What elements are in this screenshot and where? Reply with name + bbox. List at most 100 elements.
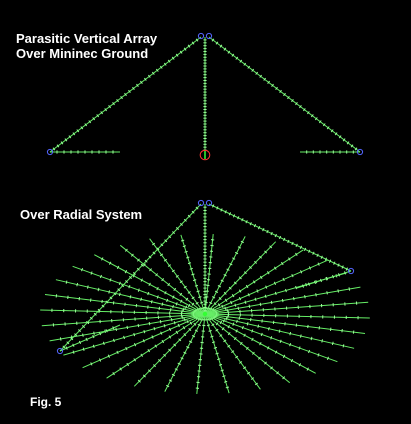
- wire-end-icon: [205, 199, 213, 207]
- segment-tick: [140, 353, 144, 357]
- segment-tick: [218, 297, 222, 300]
- segment-tick: [164, 291, 167, 295]
- segment-tick: [209, 301, 213, 305]
- segment-tick: [160, 331, 163, 335]
- segment-tick: [140, 80, 143, 85]
- segment-tick: [64, 138, 68, 142]
- segment-tick: [264, 250, 268, 254]
- segment-tick: [98, 358, 102, 362]
- segment-tick: [354, 147, 358, 151]
- segment-tick: [128, 285, 131, 289]
- segment-tick: [332, 274, 334, 279]
- segment-tick: [267, 346, 270, 350]
- segment-tick: [137, 258, 140, 262]
- segment-tick: [243, 271, 247, 275]
- segment-tick: [308, 282, 310, 286]
- segment-tick: [230, 300, 233, 305]
- segment-tick: [102, 341, 105, 346]
- segment-tick: [303, 247, 307, 252]
- segment-tick: [92, 117, 96, 121]
- segment-tick: [274, 291, 277, 296]
- segment-tick: [239, 59, 243, 63]
- segment-tick: [105, 329, 108, 333]
- segment-tick: [89, 316, 93, 320]
- segment-tick: [76, 282, 79, 287]
- segment-tick: [108, 104, 111, 109]
- segment-tick: [155, 68, 159, 72]
- segment-tick: [161, 302, 164, 306]
- segment-tick: [321, 339, 323, 343]
- segment-tick: [276, 371, 279, 375]
- segment-tick: [74, 333, 78, 337]
- segment-tick: [133, 343, 137, 347]
- segment-tick: [147, 369, 151, 373]
- segment-tick: [148, 282, 151, 287]
- segment-tick: [66, 341, 70, 345]
- segment-tick: [223, 339, 227, 343]
- segment-tick: [229, 262, 233, 266]
- segment-tick: [251, 337, 254, 342]
- segment-tick: [112, 372, 115, 376]
- segment-tick: [337, 289, 339, 293]
- segment-tick: [295, 252, 298, 256]
- segment-tick: [217, 358, 221, 361]
- radial-wire: [204, 249, 304, 315]
- segment-tick: [232, 214, 236, 218]
- segment-tick: [291, 273, 294, 278]
- left-sloping-element-wire: [49, 36, 202, 153]
- segment-tick: [187, 44, 191, 48]
- segment-tick: [92, 334, 95, 339]
- segment-tick: [320, 255, 323, 259]
- segment-tick: [167, 59, 171, 63]
- segment-tick: [115, 327, 117, 331]
- segment-tick: [68, 135, 72, 139]
- segment-tick: [274, 350, 278, 354]
- segment-tick: [195, 301, 199, 305]
- segment-tick: [171, 56, 175, 60]
- segment-tick: [172, 295, 175, 299]
- segment-tick: [168, 327, 172, 332]
- segment-tick: [191, 296, 195, 300]
- segment-tick: [183, 47, 187, 51]
- upper-array-mininec-ground: [49, 36, 361, 154]
- segment-tick: [136, 83, 139, 87]
- segment-tick: [175, 302, 178, 306]
- segment-tick: [173, 343, 177, 347]
- segment-tick: [266, 229, 269, 234]
- segment-tick: [300, 270, 303, 274]
- wire-end-icon: [46, 148, 54, 156]
- radial-wire: [180, 234, 206, 315]
- segment-tick: [137, 323, 140, 328]
- radial-wire: [164, 313, 206, 392]
- segment-tick: [232, 257, 236, 260]
- segment-tick: [285, 288, 287, 293]
- segment-tick: [310, 336, 313, 341]
- segment-tick: [99, 274, 102, 279]
- segment-tick: [220, 369, 224, 372]
- segment-tick: [143, 263, 146, 267]
- segment-tick: [215, 328, 219, 332]
- segment-tick: [308, 349, 311, 354]
- segment-tick: [148, 255, 152, 259]
- segment-tick: [260, 332, 263, 337]
- segment-tick: [197, 323, 201, 327]
- segment-tick: [125, 280, 129, 284]
- segment-tick: [186, 319, 189, 324]
- segment-tick: [88, 120, 92, 124]
- segment-tick: [282, 277, 285, 282]
- segment-tick: [159, 65, 163, 69]
- lower-right-sloping-element-wire: [208, 203, 352, 272]
- segment-tick: [194, 284, 199, 287]
- segment-tick: [147, 291, 150, 296]
- segment-tick: [317, 353, 320, 357]
- segment-tick: [184, 250, 188, 253]
- segment-tick: [183, 333, 187, 337]
- segment-tick: [180, 299, 183, 303]
- segment-tick: [81, 268, 84, 272]
- segment-tick: [227, 50, 231, 54]
- segment-tick: [245, 284, 249, 289]
- segment-tick: [156, 286, 159, 291]
- segment-tick: [151, 71, 155, 75]
- segment-tick: [271, 83, 274, 87]
